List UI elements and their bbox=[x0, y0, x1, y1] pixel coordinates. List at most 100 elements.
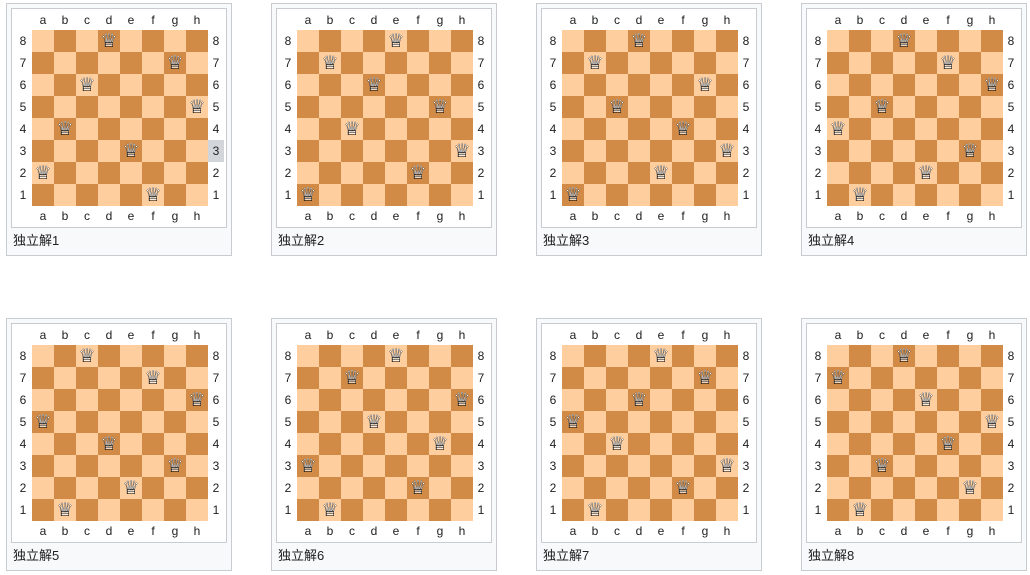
corner-spacer bbox=[809, 325, 827, 345]
white-queen-icon: ♛ ♕ bbox=[672, 118, 694, 140]
corner-spacer bbox=[279, 521, 297, 541]
queen-outline-glyph: ♕ bbox=[365, 74, 383, 96]
file-label: a bbox=[39, 328, 47, 342]
corner-spacer bbox=[208, 10, 224, 30]
file-label: c bbox=[84, 328, 90, 342]
corner-spacer bbox=[279, 10, 297, 30]
queen-outline-glyph: ♕ bbox=[718, 455, 736, 477]
rank-label: 2 bbox=[19, 166, 27, 180]
file-label: d bbox=[900, 13, 908, 27]
white-queen-icon: ♛ ♕ bbox=[827, 118, 849, 140]
queen-fill-glyph: ♛ bbox=[630, 389, 648, 411]
queen-outline-glyph: ♕ bbox=[321, 499, 339, 521]
rank-label: 5 bbox=[549, 100, 557, 114]
file-label: a bbox=[834, 524, 842, 538]
queen-fill-glyph: ♛ bbox=[166, 455, 184, 477]
white-queen-icon: ♛ ♕ bbox=[363, 411, 385, 433]
file-label: f bbox=[416, 328, 420, 342]
rank-label: 8 bbox=[284, 34, 292, 48]
file-label: g bbox=[966, 209, 974, 223]
rank-label: 4 bbox=[549, 122, 557, 136]
white-queen-icon: ♛ ♕ bbox=[319, 52, 341, 74]
queen-fill-glyph: ♛ bbox=[895, 345, 913, 367]
corner-spacer bbox=[14, 10, 32, 30]
file-label: g bbox=[171, 328, 179, 342]
file-label: a bbox=[304, 328, 312, 342]
file-label: e bbox=[657, 328, 665, 342]
rank-label: 7 bbox=[1007, 56, 1015, 70]
rank-label: 7 bbox=[742, 371, 750, 385]
queen-outline-glyph: ♕ bbox=[409, 162, 427, 184]
coordinate-frame: a b c d e f g h 8 7 6 5 4 3 2 1 ♛ ♕ ♛ ♕ ♛ ♕ ♛ ♕ ♛ ♕ ♛ ♕ ♛ ♕ ♛ ♕ 8 7 6 5 4 3 2 1… bbox=[14, 10, 224, 226]
white-queen-icon: ♛ ♕ bbox=[98, 30, 120, 52]
chess-figure: a b c d e f g h 8 7 6 5 4 3 2 1 ♛ ♕ ♛ ♕ ♛ ♕ ♛ ♕ ♛ ♕ ♛ ♕ ♛ ♕ ♛ ♕ 8 7 6 5 4 3 2 1… bbox=[536, 318, 762, 571]
queen-outline-glyph: ♕ bbox=[387, 30, 405, 52]
chess-figure: a b c d e f g h 8 7 6 5 4 3 2 1 ♛ ♕ ♛ ♕ ♛ ♕ ♛ ♕ ♛ ♕ ♛ ♕ ♛ ♕ ♛ ♕ 8 7 6 5 4 3 2 1… bbox=[6, 3, 232, 256]
queen-outline-glyph: ♕ bbox=[961, 140, 979, 162]
queen-outline-glyph: ♕ bbox=[829, 367, 847, 389]
file-label: h bbox=[458, 524, 466, 538]
white-queen-icon: ♛ ♕ bbox=[937, 433, 959, 455]
white-queen-icon: ♛ ♕ bbox=[562, 184, 584, 206]
file-label: h bbox=[723, 13, 731, 27]
rank-label: 2 bbox=[284, 166, 292, 180]
corner-spacer bbox=[738, 325, 754, 345]
rank-label: 7 bbox=[1007, 371, 1015, 385]
board-caption: 独立解4 bbox=[808, 233, 855, 248]
rank-label: 5 bbox=[284, 100, 292, 114]
file-label: c bbox=[879, 209, 885, 223]
rank-label: 2 bbox=[477, 481, 485, 495]
file-label: g bbox=[436, 209, 444, 223]
white-queen-icon: ♛ ♕ bbox=[849, 184, 871, 206]
file-label: d bbox=[370, 524, 378, 538]
rank-label: 8 bbox=[814, 34, 822, 48]
file-label: g bbox=[701, 524, 709, 538]
coordinate-frame: a b c d e f g h 8 7 6 5 4 3 2 1 ♛ ♕ ♛ ♕ ♛ ♕ ♛ ♕ ♛ ♕ ♛ ♕ ♛ ♕ ♛ ♕ 8 7 6 5 4 3 2 1… bbox=[279, 10, 489, 226]
rank-label: 5 bbox=[1007, 415, 1015, 429]
rank-label: 1 bbox=[212, 188, 220, 202]
rank-labels-right: 8 7 6 5 4 3 2 1 bbox=[1003, 30, 1019, 206]
rank-label: 7 bbox=[19, 371, 27, 385]
chess-diagram: a b c d e f g h 8 7 6 5 4 3 2 1 ♛ ♕ ♛ ♕ ♛ ♕ ♛ ♕ ♛ ♕ ♛ ♕ ♛ ♕ ♛ ♕ 8 7 6 5 4 3 2 1… bbox=[541, 8, 757, 228]
queen-outline-glyph: ♕ bbox=[34, 162, 52, 184]
queen-outline-glyph: ♕ bbox=[100, 30, 118, 52]
queen-outline-glyph: ♕ bbox=[365, 411, 383, 433]
rank-label: 5 bbox=[477, 415, 485, 429]
queen-fill-glyph: ♛ bbox=[343, 118, 361, 140]
corner-spacer bbox=[544, 521, 562, 541]
rank-label: 7 bbox=[742, 56, 750, 70]
chess-figure: a b c d e f g h 8 7 6 5 4 3 2 1 ♛ ♕ ♛ ♕ ♛ ♕ ♛ ♕ ♛ ♕ ♛ ♕ ♛ ♕ ♛ ♕ 8 7 6 5 4 3 2 1… bbox=[801, 318, 1027, 571]
queen-outline-glyph: ♕ bbox=[78, 74, 96, 96]
file-label: b bbox=[326, 13, 334, 27]
rank-label: 8 bbox=[477, 349, 485, 363]
file-label: g bbox=[966, 13, 974, 27]
queen-fill-glyph: ♛ bbox=[652, 345, 670, 367]
rank-label: 1 bbox=[477, 503, 485, 517]
queen-outline-glyph: ♕ bbox=[343, 367, 361, 389]
queen-outline-glyph: ♕ bbox=[188, 96, 206, 118]
file-label: b bbox=[326, 328, 334, 342]
file-label: f bbox=[681, 13, 685, 27]
file-label: d bbox=[635, 524, 643, 538]
file-label: a bbox=[39, 209, 47, 223]
white-queen-icon: ♛ ♕ bbox=[628, 30, 650, 52]
corner-spacer bbox=[1003, 10, 1019, 30]
file-label: f bbox=[946, 13, 950, 27]
rank-label: 3 bbox=[1007, 144, 1015, 158]
corner-spacer bbox=[544, 10, 562, 30]
corner-spacer bbox=[473, 206, 489, 226]
rank-labels-left: 8 7 6 5 4 3 2 1 bbox=[14, 345, 32, 521]
rank-label: 8 bbox=[814, 349, 822, 363]
rank-label: 7 bbox=[477, 371, 485, 385]
white-queen-icon: ♛ ♕ bbox=[981, 411, 1003, 433]
file-label: b bbox=[856, 209, 864, 223]
file-label: f bbox=[416, 209, 420, 223]
queen-fill-glyph: ♛ bbox=[166, 52, 184, 74]
chess-board: ♛ ♕ ♛ ♕ ♛ ♕ ♛ ♕ ♛ ♕ ♛ ♕ ♛ ♕ ♛ ♕ bbox=[562, 30, 738, 206]
rank-label: 8 bbox=[212, 349, 220, 363]
queen-fill-glyph: ♛ bbox=[100, 433, 118, 455]
